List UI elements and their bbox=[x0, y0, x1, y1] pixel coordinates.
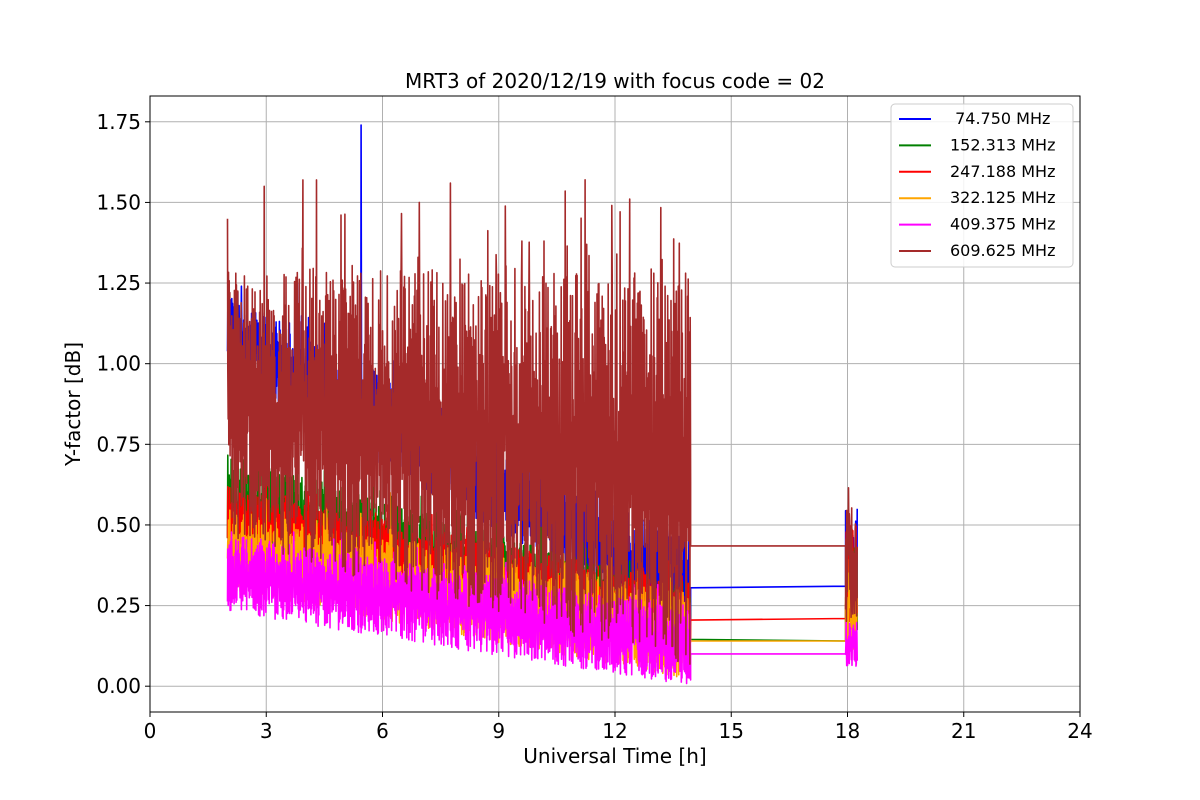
x-tick-label: 9 bbox=[492, 719, 505, 743]
y-axis-label: Y-factor [dB] bbox=[61, 342, 85, 467]
x-tick-label: 24 bbox=[1067, 719, 1092, 743]
x-tick-label: 21 bbox=[951, 719, 976, 743]
y-tick-label: 1.25 bbox=[96, 271, 141, 295]
legend-label: 609.625 MHz bbox=[950, 241, 1055, 260]
x-tick-label: 0 bbox=[144, 719, 157, 743]
series-line-409-375-mhz bbox=[226, 531, 858, 685]
legend-label: 152.313 MHz bbox=[950, 135, 1055, 154]
y-tick-label: 0.75 bbox=[96, 432, 141, 456]
x-tick-label: 15 bbox=[719, 719, 744, 743]
x-tick-label: 12 bbox=[602, 719, 627, 743]
y-tick-label: 1.75 bbox=[96, 110, 141, 134]
legend-label: 409.375 MHz bbox=[950, 215, 1055, 234]
x-tick-label: 3 bbox=[260, 719, 273, 743]
series-line-609-625-mhz bbox=[226, 179, 858, 665]
chart-title: MRT3 of 2020/12/19 with focus code = 02 bbox=[405, 69, 825, 93]
x-ticks: 0 3 6 9 12 15 18 21 24 bbox=[144, 712, 1093, 743]
x-tick-label: 6 bbox=[376, 719, 389, 743]
legend-label: 74.750 MHz bbox=[950, 109, 1050, 128]
x-tick-label: 18 bbox=[835, 719, 860, 743]
legend-label: 322.125 MHz bbox=[950, 188, 1055, 207]
y-ticks: 0.00 0.25 0.50 0.75 1.00 1.25 1.50 1.75 bbox=[96, 110, 150, 698]
legend-box bbox=[890, 103, 1074, 268]
legend: 74.750 MHz 152.313 MHz 247.188 MHz 322.125 … bbox=[890, 103, 1074, 268]
x-axis-label: Universal Time [h] bbox=[523, 744, 706, 768]
y-tick-label: 0.00 bbox=[96, 674, 141, 698]
y-tick-label: 1.00 bbox=[96, 352, 141, 376]
y-tick-label: 0.25 bbox=[96, 594, 141, 618]
plot-area bbox=[226, 124, 858, 685]
legend-label: 247.188 MHz bbox=[950, 162, 1055, 181]
y-tick-label: 0.50 bbox=[96, 513, 141, 537]
y-tick-label: 1.50 bbox=[96, 190, 141, 214]
